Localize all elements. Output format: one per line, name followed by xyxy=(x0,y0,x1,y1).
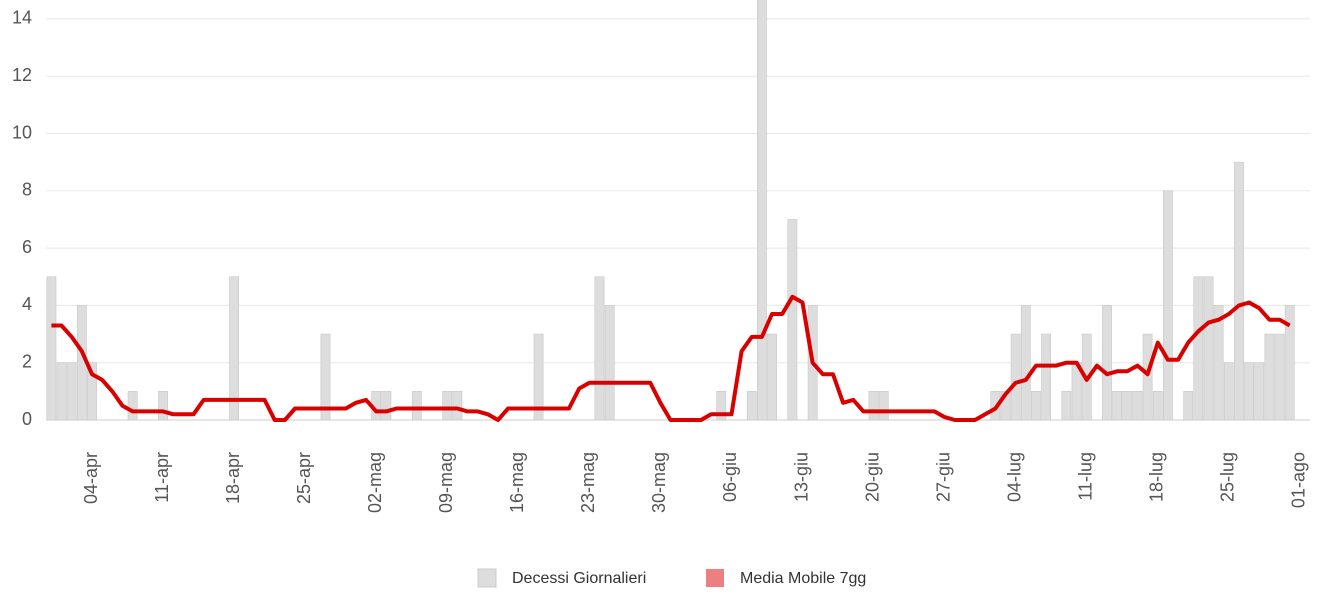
legend-label: Media Mobile 7gg xyxy=(740,570,866,587)
bar xyxy=(1264,333,1275,421)
bar xyxy=(158,391,168,421)
x-tick-label: 11-lug xyxy=(1075,452,1095,501)
x-tick-label: 27-giu xyxy=(933,452,953,502)
bar xyxy=(1061,391,1072,421)
y-tick-label: 8 xyxy=(22,180,32,200)
y-tick-label: 2 xyxy=(22,351,32,371)
bar xyxy=(1234,161,1244,421)
bar xyxy=(746,391,757,421)
legend-swatch xyxy=(706,569,724,587)
bar xyxy=(1132,391,1143,421)
bar xyxy=(878,391,889,421)
bar xyxy=(127,391,138,421)
bar xyxy=(381,391,392,421)
bar xyxy=(1020,305,1031,421)
bar xyxy=(442,391,453,421)
bar xyxy=(1244,362,1254,421)
bar xyxy=(87,362,97,421)
bars xyxy=(46,0,1295,421)
y-tick-label: 4 xyxy=(22,294,32,314)
x-tick-label: 06-giu xyxy=(720,452,740,502)
x-tick-label: 25-apr xyxy=(294,452,314,504)
bar xyxy=(1254,362,1265,421)
bar xyxy=(229,276,239,421)
bar xyxy=(767,333,777,421)
y-tick-label: 12 xyxy=(12,65,32,85)
x-tick-label: 13-giu xyxy=(791,452,811,502)
x-tick-label: 30-mag xyxy=(649,452,669,513)
bar xyxy=(1183,391,1194,421)
x-tick-label: 04-apr xyxy=(81,452,101,504)
x-tick-label: 02-mag xyxy=(365,452,385,513)
y-tick-label: 10 xyxy=(12,122,32,142)
grid xyxy=(46,18,1310,421)
x-tick-label: 16-mag xyxy=(507,452,527,513)
bar xyxy=(1031,391,1041,421)
bar xyxy=(1274,333,1285,421)
bar xyxy=(1152,391,1163,421)
legend: Decessi Giornalieri Media Mobile 7gg xyxy=(477,568,866,588)
bar xyxy=(1223,362,1234,421)
x-tick-label: 04-lug xyxy=(1004,452,1024,502)
bar xyxy=(594,276,605,421)
bar xyxy=(756,0,767,421)
bar xyxy=(1163,190,1173,421)
legend-label: Decessi Giornalieri xyxy=(512,570,646,587)
x-tick-label: 25-lug xyxy=(1218,452,1238,502)
bar xyxy=(604,305,615,421)
bar xyxy=(868,391,879,421)
bar xyxy=(716,391,727,421)
x-tick-label: 18-lug xyxy=(1147,452,1167,502)
bar xyxy=(1122,391,1133,421)
bar xyxy=(46,276,57,421)
y-tick-label: 0 xyxy=(22,409,32,429)
y-tick-label: 14 xyxy=(12,8,32,28)
bar xyxy=(787,219,798,421)
bar xyxy=(1213,305,1224,421)
x-tick-label: 01-ago xyxy=(1289,452,1309,508)
x-tick-label: 11-apr xyxy=(152,452,172,503)
x-tick-label: 23-mag xyxy=(578,452,598,513)
bar xyxy=(56,362,67,421)
bar xyxy=(320,333,331,421)
labels: 0 2 4 6 8 10 12 14 04-apr 11-apr 18-apr 25-apr 02-ma… xyxy=(12,8,1309,513)
x-tick-label: 09-mag xyxy=(436,452,456,513)
bar xyxy=(1193,276,1204,421)
bar xyxy=(66,362,77,421)
lines xyxy=(51,294,1291,422)
bar xyxy=(452,391,463,421)
bar xyxy=(1010,333,1021,421)
legend-swatch xyxy=(477,568,497,588)
x-tick-label: 20-giu xyxy=(862,452,882,502)
y-tick-label: 6 xyxy=(22,237,32,257)
moving-average-line xyxy=(51,294,1291,422)
x-tick-label: 18-apr xyxy=(223,452,243,504)
bar xyxy=(1203,276,1214,421)
bar xyxy=(1041,333,1051,421)
bar xyxy=(411,391,422,421)
bar xyxy=(1284,305,1295,421)
bar xyxy=(533,333,544,421)
bar xyxy=(1112,391,1123,421)
bar xyxy=(1102,305,1112,421)
bar xyxy=(1142,333,1153,421)
